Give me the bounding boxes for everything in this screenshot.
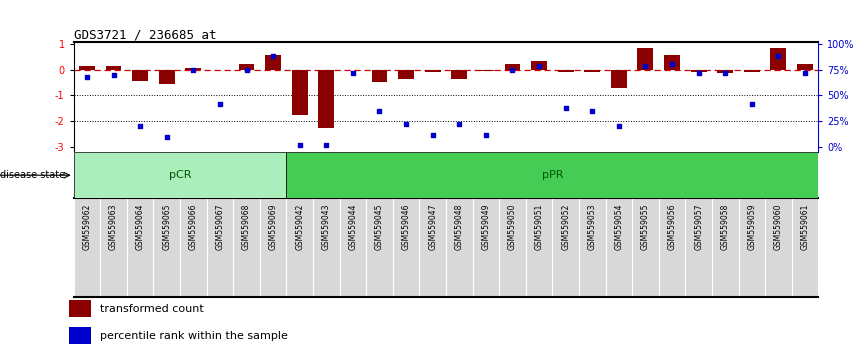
Point bbox=[159, 134, 173, 139]
Point bbox=[80, 74, 94, 80]
Bar bbox=[771, 48, 786, 70]
Text: pPR: pPR bbox=[541, 170, 563, 180]
Text: pCR: pCR bbox=[169, 170, 191, 180]
Point bbox=[559, 105, 572, 111]
Bar bbox=[797, 64, 813, 70]
Bar bbox=[238, 64, 255, 70]
Bar bbox=[558, 70, 573, 72]
Text: percentile rank within the sample: percentile rank within the sample bbox=[100, 331, 288, 341]
Bar bbox=[744, 70, 759, 72]
Text: GSM559067: GSM559067 bbox=[216, 203, 224, 250]
Point bbox=[320, 142, 333, 148]
Bar bbox=[158, 70, 175, 84]
Point bbox=[266, 53, 280, 59]
Text: GSM559051: GSM559051 bbox=[534, 203, 544, 250]
Bar bbox=[505, 64, 520, 70]
Text: GSM559043: GSM559043 bbox=[322, 203, 331, 250]
Point bbox=[346, 70, 360, 75]
Point bbox=[798, 70, 812, 75]
Point bbox=[107, 72, 120, 78]
Bar bbox=[132, 70, 148, 81]
Bar bbox=[585, 70, 600, 72]
Bar bbox=[69, 327, 91, 344]
Text: GSM559044: GSM559044 bbox=[348, 203, 358, 250]
Point bbox=[399, 121, 413, 127]
Text: GSM559052: GSM559052 bbox=[561, 203, 570, 250]
Point bbox=[506, 67, 520, 73]
Text: transformed count: transformed count bbox=[100, 304, 204, 314]
Point bbox=[532, 64, 546, 69]
Point bbox=[452, 121, 466, 127]
Point bbox=[585, 108, 599, 114]
Text: GSM559046: GSM559046 bbox=[402, 203, 410, 250]
Bar bbox=[106, 66, 121, 70]
Text: GSM559055: GSM559055 bbox=[641, 203, 650, 250]
Bar bbox=[79, 67, 95, 70]
Bar bbox=[531, 61, 547, 70]
Text: GSM559065: GSM559065 bbox=[162, 203, 171, 250]
Text: GSM559056: GSM559056 bbox=[668, 203, 676, 250]
Bar bbox=[74, 152, 287, 198]
Point bbox=[612, 124, 626, 129]
Bar bbox=[287, 152, 818, 198]
Point bbox=[213, 101, 227, 107]
Bar bbox=[372, 70, 387, 82]
Bar bbox=[664, 55, 680, 70]
Bar bbox=[717, 70, 734, 73]
Point bbox=[426, 132, 440, 137]
Text: GSM559053: GSM559053 bbox=[588, 203, 597, 250]
Point bbox=[772, 53, 785, 59]
Point bbox=[745, 101, 759, 107]
Bar bbox=[185, 68, 201, 70]
Bar bbox=[292, 70, 307, 115]
Text: disease state: disease state bbox=[0, 170, 65, 180]
Bar bbox=[611, 70, 627, 88]
Text: GSM559069: GSM559069 bbox=[268, 203, 278, 250]
Text: GSM559058: GSM559058 bbox=[721, 203, 730, 250]
Text: GSM559063: GSM559063 bbox=[109, 203, 118, 250]
Text: GSM559061: GSM559061 bbox=[800, 203, 810, 250]
Bar bbox=[478, 70, 494, 71]
Point bbox=[692, 70, 706, 75]
Text: GSM559047: GSM559047 bbox=[428, 203, 437, 250]
Point bbox=[638, 64, 652, 69]
Point bbox=[665, 62, 679, 67]
Text: GSM559057: GSM559057 bbox=[695, 203, 703, 250]
Text: GSM559064: GSM559064 bbox=[136, 203, 145, 250]
Point bbox=[240, 67, 254, 73]
Text: GSM559062: GSM559062 bbox=[82, 203, 92, 250]
Bar bbox=[319, 70, 334, 128]
Text: GSM559045: GSM559045 bbox=[375, 203, 384, 250]
Point bbox=[186, 67, 200, 73]
Bar bbox=[691, 70, 707, 72]
Text: GDS3721 / 236685_at: GDS3721 / 236685_at bbox=[74, 28, 216, 41]
Text: GSM559060: GSM559060 bbox=[774, 203, 783, 250]
Text: GSM559054: GSM559054 bbox=[614, 203, 624, 250]
Bar bbox=[637, 48, 654, 70]
Text: GSM559048: GSM559048 bbox=[455, 203, 464, 250]
Bar bbox=[451, 70, 468, 79]
Text: GSM559049: GSM559049 bbox=[481, 203, 490, 250]
Text: GSM559066: GSM559066 bbox=[189, 203, 197, 250]
Bar bbox=[69, 300, 91, 317]
Point bbox=[293, 142, 307, 148]
Bar bbox=[265, 55, 281, 70]
Text: GSM559042: GSM559042 bbox=[295, 203, 304, 250]
Text: GSM559059: GSM559059 bbox=[747, 203, 756, 250]
Text: GSM559068: GSM559068 bbox=[242, 203, 251, 250]
Bar bbox=[398, 70, 414, 79]
Point bbox=[718, 70, 732, 75]
Text: GSM559050: GSM559050 bbox=[508, 203, 517, 250]
Point bbox=[133, 124, 147, 129]
Point bbox=[372, 108, 386, 114]
Bar bbox=[424, 70, 441, 72]
Point bbox=[479, 132, 493, 137]
